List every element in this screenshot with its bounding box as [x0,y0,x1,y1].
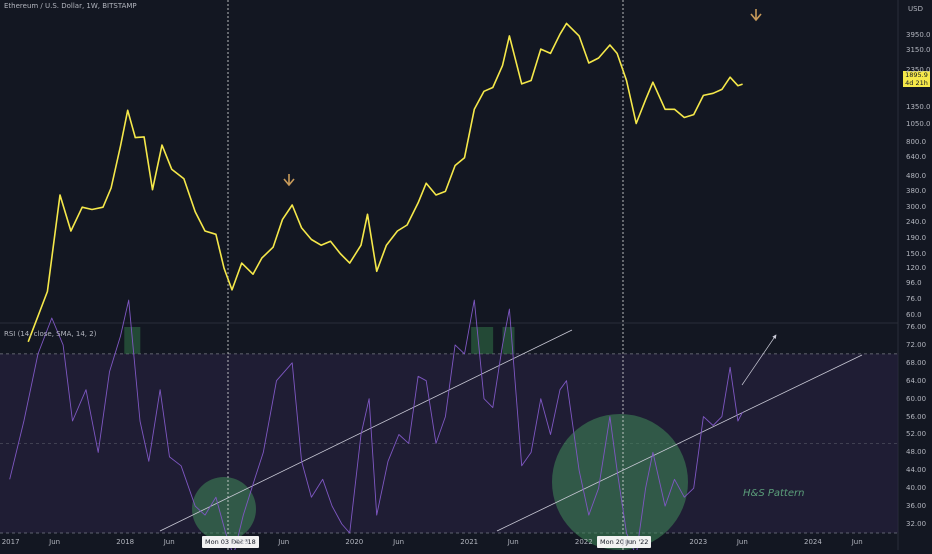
highlight-circle-2022 [552,414,688,550]
rsi-tick-label: 32.00 [906,520,927,529]
rsi-indicator-label: RSI (14, close, SMA, 14, 2) [4,330,97,338]
price-tick-label: 640.0 [906,152,927,161]
time-tick-label: Jun [507,538,519,546]
date-marker-left: Mon 03 Dec '18 [202,536,259,548]
time-tick-label: 2023 [689,538,708,546]
rsi-tick-label: 64.00 [906,376,927,385]
price-tick-label: 1350.0 [906,102,931,111]
price-line [27,22,743,343]
rsi-tick-label: 48.00 [906,448,927,457]
price-tick-label: 240.0 [906,218,927,227]
rsi-tick-label: 68.00 [906,358,927,367]
time-tick-label: Jun [163,538,175,546]
last-price-value: 1895.9 [905,71,928,79]
rsi-tick-label: 72.00 [906,340,927,349]
price-tick-label: 3150.0 [906,46,931,55]
down-arrow-icon [283,174,295,187]
rsi-band [0,353,898,533]
price-tick-label: 300.0 [906,203,927,212]
time-tick-label: 2017 [1,538,20,546]
price-tick-label: 120.0 [906,264,927,273]
time-tick-label: 2018 [116,538,135,546]
rsi-tick-label: 52.00 [906,430,927,439]
rsi-tick-label: 56.00 [906,412,927,421]
rsi-tick-label: 36.00 [906,502,927,511]
rsi-tick-label: 40.00 [906,484,927,493]
breakout-arrow [741,334,777,386]
price-tick-label: 2350.0 [906,65,931,74]
price-tick-label: 3950.0 [906,31,931,40]
price-tick-label: 60.0 [906,310,922,319]
price-tick-label: 96.0 [906,279,922,288]
rsi-tick-label: 44.00 [906,466,927,475]
time-tick-label: Jun [736,538,748,546]
currency-label: USD [908,5,923,13]
time-tick-label: Jun [278,538,290,546]
time-tick-label: Jun [393,538,405,546]
overbought-fill [502,327,515,354]
price-tick-label: 150.0 [906,249,927,258]
rsi-tick-label: 60.00 [906,394,927,403]
time-tick-label: 2024 [803,538,822,546]
price-tick-label: 800.0 [906,137,927,146]
time-tick-label: 2021 [460,538,479,546]
price-tick-label: 1050.0 [906,119,931,128]
price-tick-label: 480.0 [906,171,927,180]
down-arrow-icon [750,9,762,22]
chart-title: Ethereum / U.S. Dollar, 1W, BITSTAMP [4,2,137,10]
last-price-tag: 1895.9 4d 21h [903,71,930,87]
date-marker-right: Mon 20 Jun '22 [597,536,652,548]
price-tick-label: 190.0 [906,233,927,242]
time-tick-label: 2022 [574,538,593,546]
rsi-trendline-lower [496,354,863,532]
time-tick-label: Jun [622,538,634,546]
time-tick-label: 2020 [345,538,364,546]
overbought-fill [471,327,494,354]
bar-countdown: 4d 21h [905,79,928,87]
time-tick-label: Jun [851,538,863,546]
rsi-tick-label: 76.00 [906,323,927,331]
time-tick-label: 2019 [230,538,249,546]
rsi-trendline-upper [159,329,573,532]
price-tick-label: 76.0 [906,294,922,303]
price-tick-label: 380.0 [906,187,927,196]
time-tick-label: Jun [49,538,61,546]
pattern-label: H&S Pattern [743,488,805,499]
highlight-circle-2018 [192,477,256,541]
